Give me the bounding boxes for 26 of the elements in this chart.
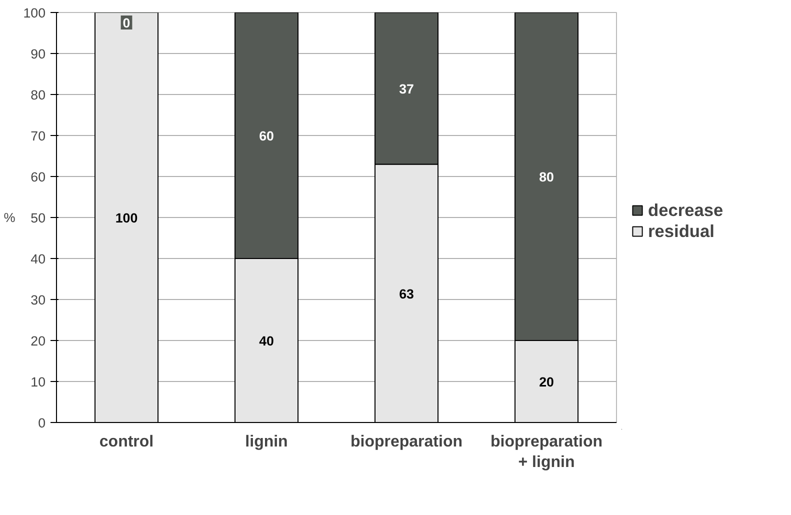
x-tick-label: biopreparation + lignin [490, 434, 603, 471]
data-label: 100 [115, 210, 138, 226]
y-tick-label: 90 [30, 46, 46, 62]
y-tick-label: 40 [30, 252, 46, 266]
data-label: 60 [259, 128, 274, 144]
data-label: 63 [399, 286, 414, 302]
y-tick-label: 100 [23, 6, 46, 20]
legend-label: residual [648, 220, 714, 242]
data-label: 37 [399, 81, 414, 96]
y-tick-label: 20 [30, 334, 46, 348]
data-label: 0 [122, 16, 130, 30]
x-tick-label: control [99, 434, 154, 450]
x-tick-label: biopreparation [350, 434, 463, 450]
y-tick-label: 30 [30, 292, 46, 308]
y-tick-label: 80 [30, 88, 46, 102]
x-tick-label: lignin [245, 434, 288, 450]
y-tick-label: 0 [38, 416, 46, 430]
y-tick-label: 70 [30, 128, 46, 144]
data-label: 80 [539, 170, 554, 184]
y-tick-label: 50 [30, 210, 46, 226]
data-label: 20 [539, 374, 554, 390]
data-label: 40 [259, 334, 274, 348]
y-axis-title: % [4, 210, 16, 225]
y-tick-label: 10 [30, 374, 46, 390]
y-tick-label: 60 [30, 170, 46, 184]
legend-label: decrease [648, 200, 724, 220]
